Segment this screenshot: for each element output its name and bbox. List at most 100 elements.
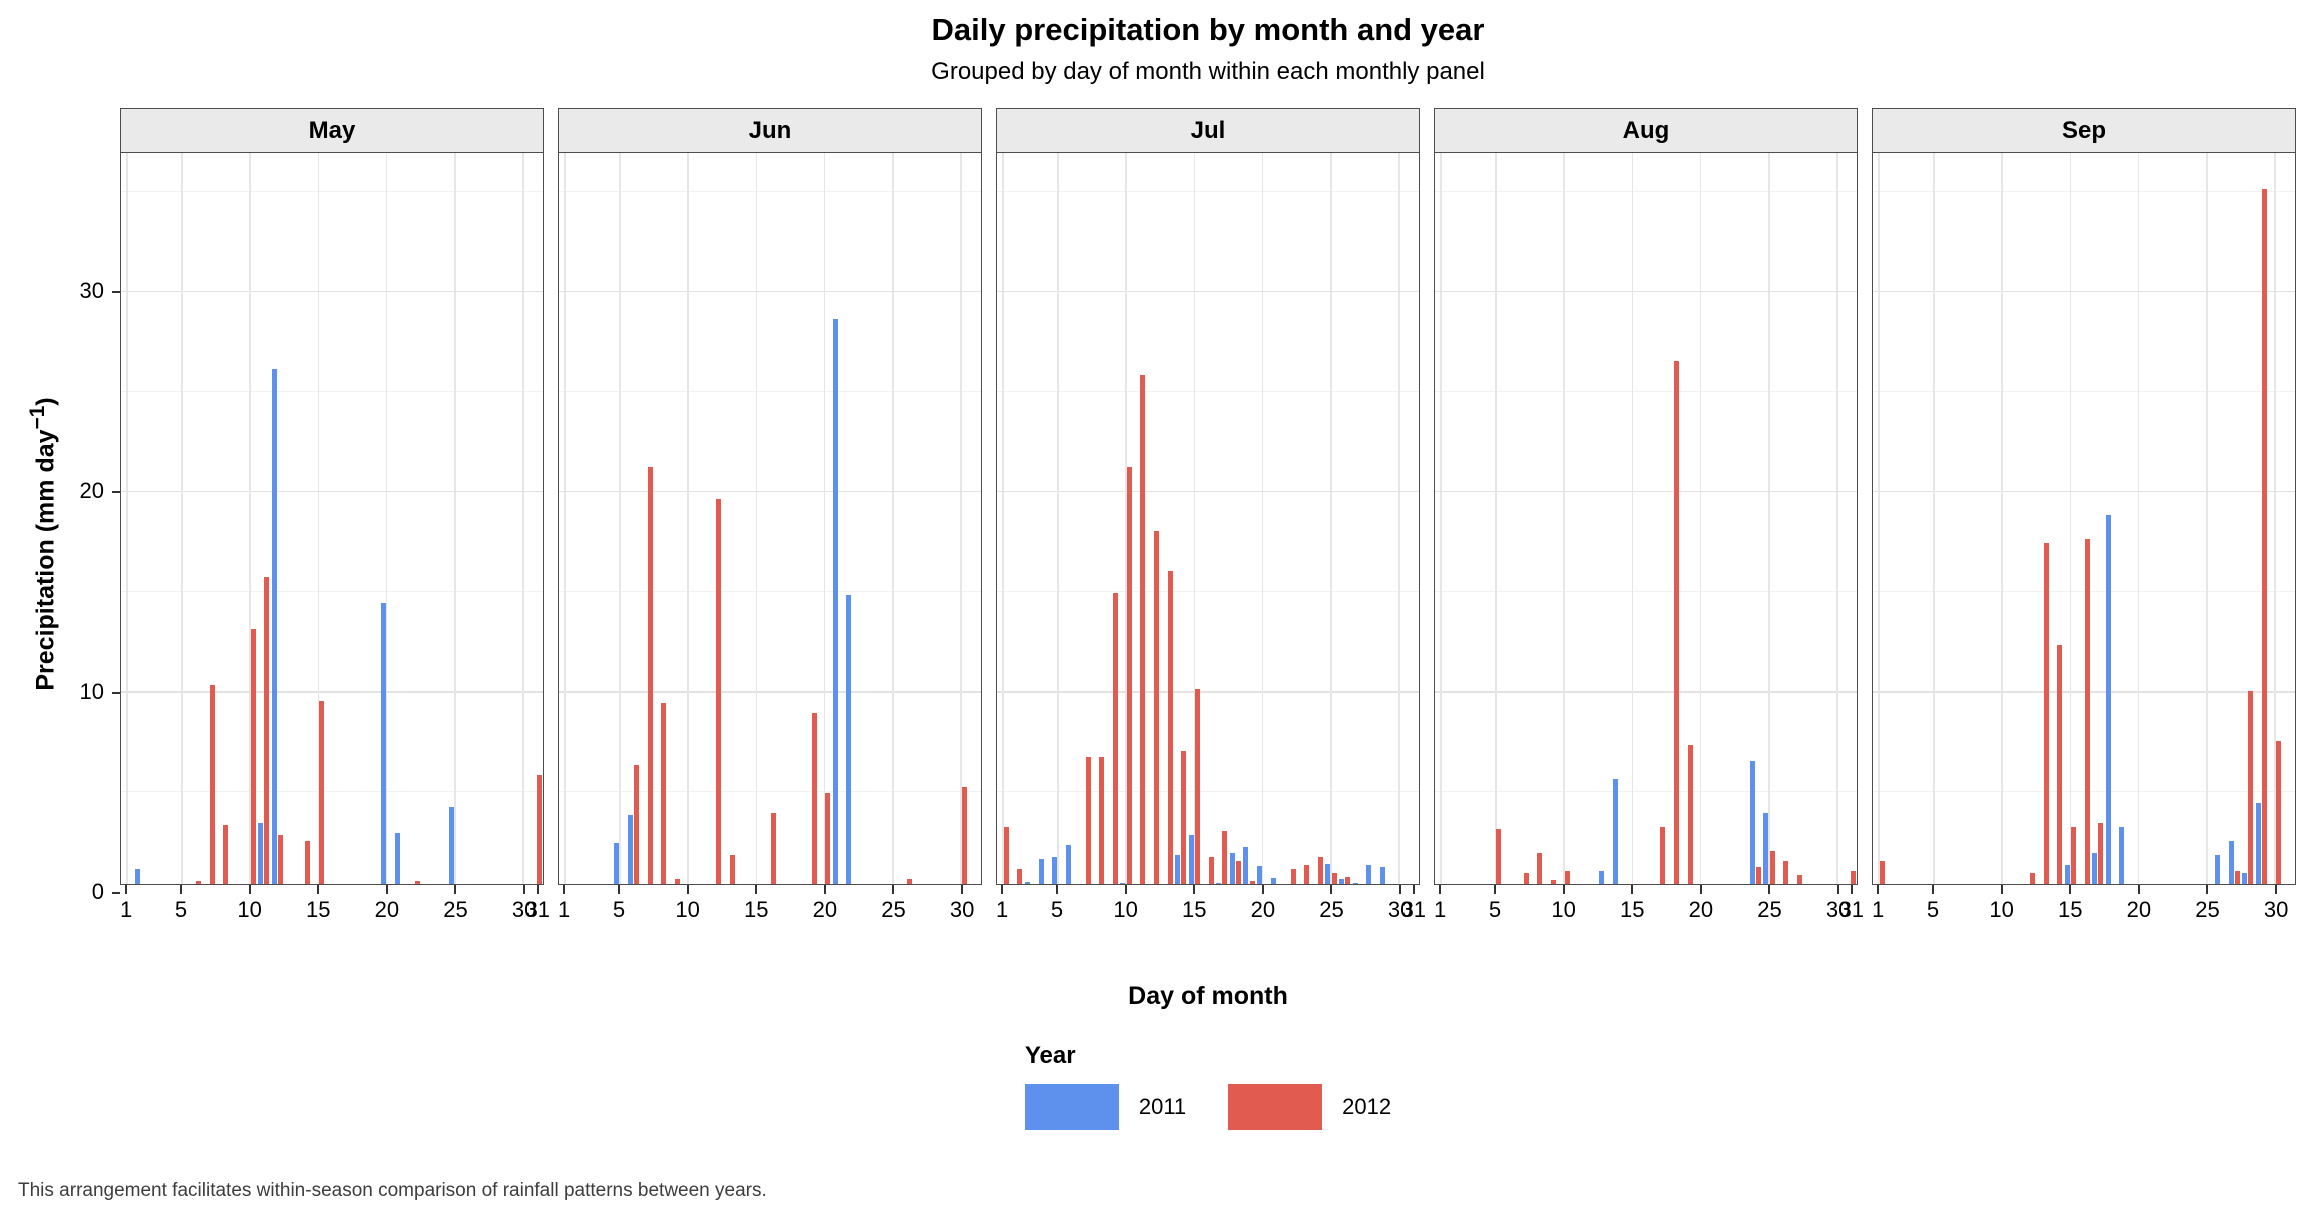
gridline-day-20: [385, 153, 388, 884]
gridline-major-30: [997, 290, 1419, 293]
bar-2011-day-21: [832, 318, 838, 884]
bar-2012-day-8: [223, 825, 229, 884]
gridline-day-1: [1878, 153, 1880, 884]
bar-2011-day-25: [1763, 813, 1769, 884]
gridline-day-1: [126, 153, 128, 884]
bar-2011-day-14: [1175, 855, 1181, 884]
legend-label-2011: 2011: [1138, 1094, 1187, 1119]
gridline-minor-5: [559, 791, 981, 793]
bar-2012-day-7: [1523, 873, 1529, 884]
bar-2012-day-28: [2248, 691, 2254, 884]
x-tick-label-day-1: 1: [120, 896, 133, 922]
x-tick-label-day-10: 10: [1113, 896, 1138, 922]
bar-2011-day-15: [1188, 835, 1194, 884]
gridline-day-30: [960, 153, 962, 884]
x-tick-label-day-1: 1: [1434, 896, 1447, 922]
gridline-minor-35: [997, 190, 1419, 192]
gridline-day-15: [1631, 153, 1634, 884]
gridline-day-30: [2274, 153, 2276, 884]
gridline-minor-15: [121, 591, 543, 592]
bar-2012-day-8: [1537, 853, 1543, 884]
x-tick-label-day-5: 5: [174, 896, 188, 922]
facet-strip-label: Jul: [1190, 116, 1226, 144]
bar-2012-day-12: [1153, 530, 1159, 884]
gridline-major-10: [121, 691, 543, 693]
bar-2011-day-6: [1065, 845, 1071, 884]
x-tick-mark-day-30: [961, 884, 964, 894]
gridline-major-30: [121, 290, 543, 293]
bar-2011-day-27: [2228, 841, 2234, 884]
x-tick-mark-day-10: [1124, 884, 1127, 894]
gridline-day-25: [454, 153, 456, 884]
panel-jun: Jun 1 5 10 15 20 25 30: [558, 108, 982, 930]
x-tick-mark-day-25: [454, 884, 457, 894]
bar-2011-day-19: [2119, 827, 2125, 884]
bar-2012-day-19: [1249, 881, 1255, 884]
bar-2012-day-13: [1167, 570, 1173, 884]
y-tick-mark: [112, 691, 120, 694]
bar-2011-day-2: [135, 869, 141, 884]
x-tick-mark-day-10: [686, 884, 689, 894]
y-axis: 0 10 20 30: [0, 108, 120, 930]
bar-2012-day-14: [305, 841, 311, 884]
bar-2011-day-12: [271, 368, 277, 884]
bar-2012-day-14: [1181, 751, 1187, 884]
panels-row: May 1 5 10 15 20 25 30 31 Jun 1 5 10 15 20 25 30 Jul 1 5 10 1…: [120, 108, 2296, 930]
bar-2012-day-12: [715, 498, 721, 884]
x-tick-label-day-25: 25: [881, 896, 906, 922]
gridline-minor-15: [997, 591, 1419, 592]
gridline-minor-15: [559, 591, 981, 592]
x-axis-jun: 1 5 10 15 20 25 30: [558, 884, 982, 930]
bar-2011-day-10: [1120, 883, 1126, 884]
legend-title: Year: [1024, 1042, 1076, 1069]
bar-2012-day-8: [661, 703, 667, 884]
bar-2012-day-31: [1851, 871, 1857, 884]
gridline-day-30: [522, 153, 524, 884]
x-tick-label-day-30: 30: [2263, 896, 2289, 922]
gridline-day-10: [249, 153, 251, 884]
x-tick-mark-day-5: [1056, 884, 1059, 894]
x-tick-label-day-25: 25: [2195, 896, 2220, 922]
x-tick-label-day-25: 25: [443, 896, 468, 922]
panel-jul: Jul 1 5 10 15 20 25 30 31: [996, 108, 1426, 930]
x-tick-mark-day-1: [1877, 884, 1880, 894]
bar-2011-day-5: [614, 843, 620, 884]
facet-strip-sep: Sep: [1872, 108, 2296, 153]
bar-2012-day-10: [1126, 466, 1132, 884]
bar-2011-day-28: [1366, 865, 1372, 884]
bar-2012-day-27: [1796, 875, 1802, 884]
x-tick-label-day-10: 10: [675, 896, 700, 922]
bar-2012-day-16: [1208, 857, 1214, 884]
gridline-day-15: [1193, 153, 1196, 884]
gridline-day-1: [1002, 153, 1004, 884]
y-tick-label-10: 10: [79, 678, 104, 704]
x-tick-label-day-1: 1: [558, 896, 571, 922]
gridline-day-10: [1563, 153, 1565, 884]
gridline-day-20: [1699, 153, 1702, 884]
bar-2011-day-26: [1338, 879, 1344, 884]
bar-2012-day-25: [1331, 873, 1337, 884]
gridline-minor-5: [121, 791, 543, 793]
plot-area-may: [120, 152, 544, 885]
chart-subtitle: Grouped by day of month within each mont…: [931, 57, 1485, 85]
y-tick-label-0: 0: [91, 878, 104, 904]
bar-2011-day-20: [381, 603, 387, 884]
bar-2012-day-13: [729, 855, 735, 884]
bar-2012-day-8: [1099, 757, 1105, 884]
facet-strip-label: Aug: [1622, 116, 1670, 144]
gridline-day-25: [1330, 153, 1332, 884]
x-axis-title: Day of month: [1128, 982, 1288, 1010]
bar-2012-day-16: [2084, 538, 2090, 884]
x-tick-mark-day-25: [2206, 884, 2209, 894]
x-tick-label-day-30: 30: [1825, 896, 1851, 922]
panel-sep: Sep 1 5 10 15 20 25 30: [1872, 108, 2296, 930]
bar-2011-day-13: [1599, 871, 1605, 884]
bar-2012-day-11: [264, 576, 270, 884]
bar-2012-day-22: [1290, 869, 1296, 884]
x-tick-mark-day-31: [536, 884, 539, 894]
caption: This arrangement facilitates within-seas…: [18, 1180, 767, 1201]
plot-area-jul: [996, 152, 1420, 885]
facet-strip-jun: Jun: [558, 108, 982, 153]
gridline-day-10: [2001, 153, 2003, 884]
